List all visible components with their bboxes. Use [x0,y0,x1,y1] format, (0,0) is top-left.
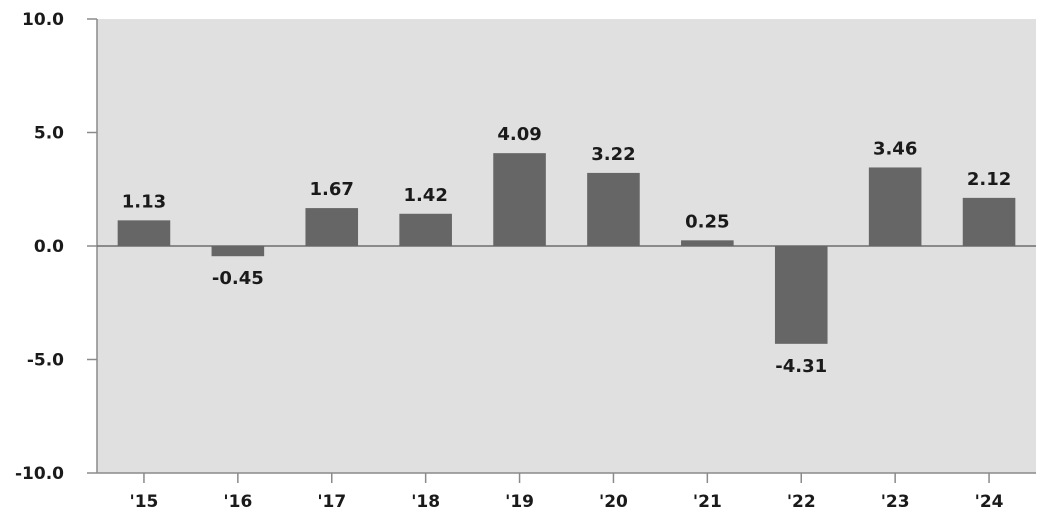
x-tick-label: '24 [975,492,1004,512]
bar [117,220,171,246]
x-tick-label: '21 [693,492,722,512]
bar [493,153,546,246]
bar [774,246,828,344]
bar [962,197,1016,246]
data-label: 1.13 [122,191,166,212]
y-tick-label: -10.0 [15,464,64,484]
x-tick-label: '23 [881,492,910,512]
y-tick-label: 5.0 [34,124,64,144]
data-label: 1.67 [310,179,354,200]
y-tick-label: -5.0 [27,351,64,371]
data-label: 2.12 [967,169,1011,190]
y-tick-label: 0.0 [34,237,64,257]
x-tick-label: '22 [787,492,816,512]
data-label: 3.46 [873,138,917,159]
data-labels: 1.13 -0.45 1.67 1.42 4.09 3.22 0.25 -4.31 3.46 2.… [122,124,1012,377]
axes: 10.0 5.0 0.0 -5.0 -10.0 '15 '16 '17 '18 '19 '20 '21… [15,10,1036,512]
data-label: 3.22 [591,144,635,165]
x-tick-label: '19 [505,492,534,512]
data-label: -4.31 [775,356,827,377]
bar [868,167,922,246]
bar [305,208,359,246]
bar [587,172,640,246]
x-tick-label: '15 [130,492,159,512]
x-tick-label: '17 [317,492,346,512]
data-label: 4.09 [497,124,541,145]
data-label: 1.42 [403,185,447,206]
bars [117,153,1016,344]
bar [399,213,452,246]
bar [681,240,734,246]
data-label: -0.45 [212,268,264,289]
x-tick-label: '18 [411,492,440,512]
x-tick-label: '20 [599,492,628,512]
x-tick-label: '16 [223,492,252,512]
y-tick-label: 10.0 [22,10,64,30]
data-label: 0.25 [685,211,729,232]
bar [211,246,265,257]
